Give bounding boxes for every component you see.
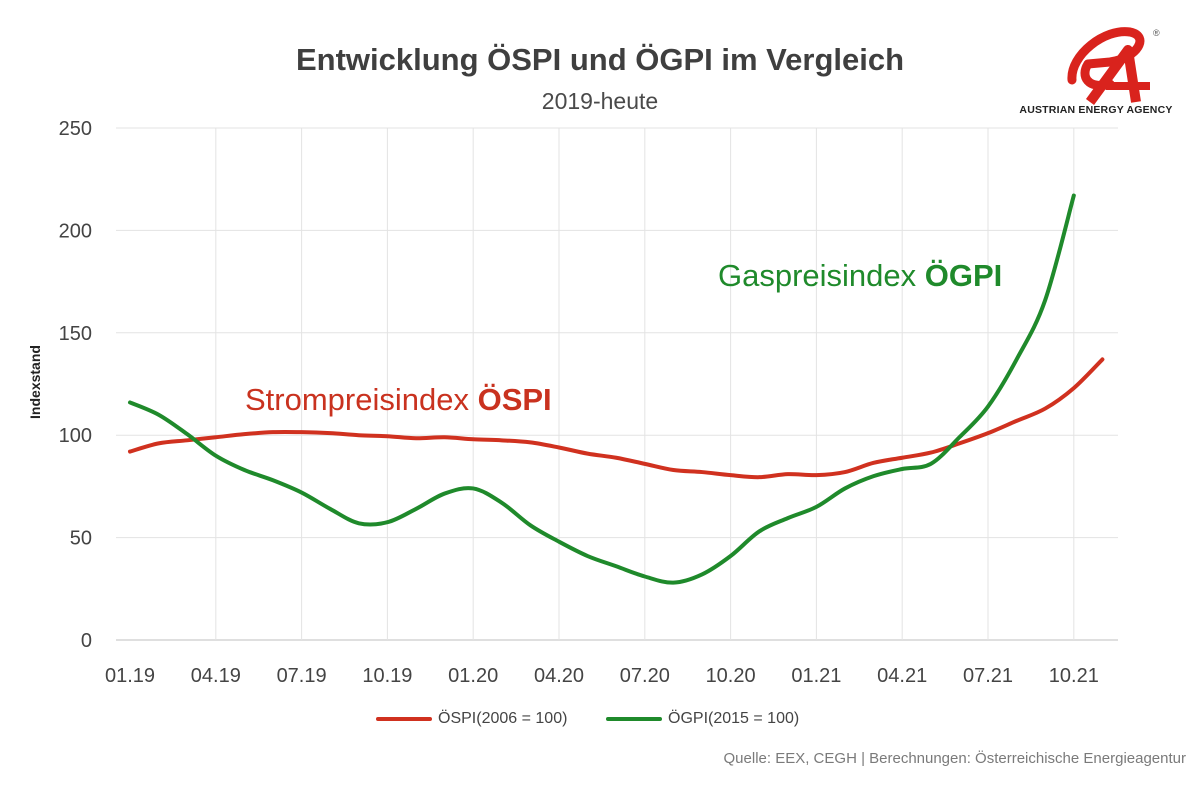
legend-item-ospi: ÖSPI(2006 = 100): [376, 710, 567, 728]
strom-annotation-bold: ÖSPI: [477, 382, 552, 417]
chart-title: Entwicklung ÖSPI und ÖGPI im Vergleich: [295, 42, 905, 77]
chart-subtitle: 2019-heute: [541, 88, 659, 114]
legend-label-ogpi: ÖGPI(2015 = 100): [668, 710, 800, 727]
y-axis-label: Indexstand: [27, 345, 43, 419]
x-tick-label: 10.19: [362, 665, 412, 687]
y-tick-label: 200: [59, 220, 92, 242]
legend-label-ospi: ÖSPI(2006 = 100): [438, 710, 568, 727]
x-tick-label: 10.20: [706, 665, 756, 687]
y-tick-label: 50: [70, 528, 92, 550]
legend-swatch-ogpi: [606, 717, 662, 721]
logo-text: AUSTRIAN ENERGY AGENCY: [1019, 104, 1173, 116]
legend: ÖSPI(2006 = 100) ÖGPI(2015 = 100): [0, 710, 1200, 734]
austrian-energy-agency-logo: [1067, 27, 1150, 105]
y-tick-label: 100: [59, 425, 92, 447]
series-line-ospi: [128, 357, 1105, 480]
grid: [116, 127, 1118, 641]
strom-annotation: Strompreisindex ÖSPI: [245, 382, 552, 418]
x-tick-label: 07.21: [963, 665, 1013, 687]
legend-item-ogpi: ÖGPI(2015 = 100): [606, 710, 799, 728]
series-line-ogpi: [128, 193, 1076, 585]
y-tick-label: 250: [59, 118, 92, 140]
x-tick-label: 07.20: [620, 665, 670, 687]
x-tick-label: 07.19: [277, 665, 327, 687]
x-tick-label: 04.21: [877, 665, 927, 687]
y-tick-label: 150: [59, 323, 92, 345]
gas-annotation: Gaspreisindex ÖGPI: [718, 258, 1002, 294]
x-tick-label: 04.20: [534, 665, 584, 687]
gas-annotation-prefix: Gaspreisindex: [718, 258, 925, 293]
x-tick-label: 04.19: [191, 665, 241, 687]
x-ticks: 01.19 04.19 07.19 10.19 01.20 04.20 07.20 10.20…: [105, 665, 1099, 687]
x-tick-label: 01.20: [448, 665, 498, 687]
strom-annotation-prefix: Strompreisindex: [245, 382, 478, 417]
source-note: Quelle: EEX, CEGH | Berechnungen: Österr…: [723, 750, 1186, 767]
x-tick-label: 01.19: [105, 665, 155, 687]
x-tick-label: 01.21: [791, 665, 841, 687]
y-ticks: 0 50 100 150 200 250: [59, 118, 92, 652]
registered-mark: ®: [1153, 28, 1160, 38]
legend-swatch-ospi: [376, 717, 432, 721]
y-tick-label: 0: [81, 630, 92, 652]
series-lines: [128, 193, 1105, 585]
gas-annotation-bold: ÖGPI: [924, 258, 1003, 293]
x-tick-label: 10.21: [1049, 665, 1099, 687]
